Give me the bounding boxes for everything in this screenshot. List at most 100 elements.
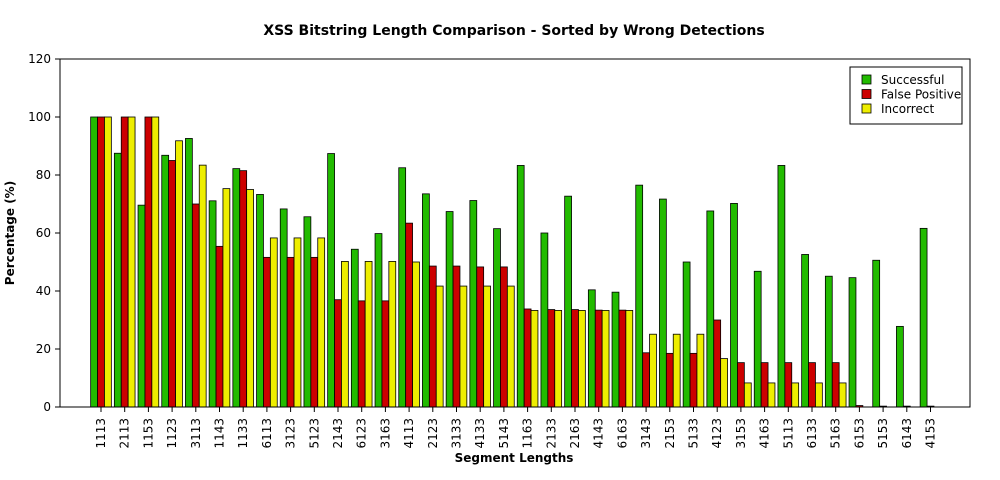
x-tick-label: 2163 <box>568 418 582 449</box>
bar-successful-4153 <box>919 227 928 408</box>
x-tick-label: 4133 <box>473 418 487 449</box>
bar-successful-1153 <box>137 204 146 408</box>
bar-incorrect-1153 <box>151 116 160 408</box>
legend-swatch-incorrect <box>861 103 872 114</box>
x-tick-label: 6143 <box>900 418 914 449</box>
x-tick-label: 6123 <box>355 418 369 449</box>
bar-successful-6143 <box>896 325 904 408</box>
x-tick-label: 4123 <box>710 418 724 449</box>
bar-successful-6133 <box>801 254 809 408</box>
bar-incorrect-5163 <box>838 382 847 408</box>
bar-false-positive-5143 <box>500 266 508 408</box>
bar-incorrect-1133 <box>246 189 254 408</box>
bar-false-positive-1163 <box>523 308 532 408</box>
x-axis-label: Segment Lengths <box>455 451 574 465</box>
bar-successful-2113 <box>113 152 122 408</box>
bar-incorrect-2163 <box>578 310 586 408</box>
x-tick-label: 3123 <box>284 418 298 449</box>
bar-false-positive-1133 <box>239 170 248 408</box>
bar-incorrect-2123 <box>435 285 444 408</box>
x-tick-label: 3163 <box>378 418 392 449</box>
bar-false-positive-6113 <box>263 256 271 408</box>
bar-false-positive-2153 <box>665 352 674 408</box>
y-tick-label: 80 <box>36 168 51 182</box>
y-tick-label: 60 <box>36 226 51 240</box>
x-tick-label: 2153 <box>663 418 677 449</box>
bar-successful-2123 <box>422 193 430 408</box>
bar-false-positive-3143 <box>642 352 650 408</box>
bar-incorrect-4113 <box>412 261 420 408</box>
bar-incorrect-5123 <box>317 237 326 408</box>
bar-successful-6153 <box>848 277 857 408</box>
x-tick-label: 5153 <box>876 418 890 449</box>
bar-incorrect-3133 <box>459 285 468 408</box>
bar-false-positive-4133 <box>476 266 485 408</box>
x-tick-label: 2143 <box>331 418 345 449</box>
x-tick-label: 3133 <box>450 418 464 449</box>
bar-incorrect-6113 <box>269 237 278 408</box>
x-tick-label: 5163 <box>829 418 843 449</box>
x-tick-label: 1113 <box>94 418 108 449</box>
x-tick-label: 3113 <box>189 418 203 449</box>
bar-false-positive-4163 <box>760 362 769 408</box>
bar-false-positive-4123 <box>713 319 722 408</box>
bar-false-positive-2113 <box>120 116 129 408</box>
bar-false-positive-5113 <box>784 362 793 408</box>
x-tick-label: 2123 <box>426 418 440 449</box>
x-tick-label: 6153 <box>852 418 866 449</box>
x-tick-label: 3153 <box>734 418 748 449</box>
x-tick-label: 4143 <box>592 418 606 449</box>
bar-incorrect-6163 <box>625 310 634 408</box>
legend-label: Successful <box>881 73 944 87</box>
bar-incorrect-4123 <box>720 358 728 408</box>
bar-false-positive-3133 <box>452 265 461 408</box>
bar-false-positive-1153 <box>144 116 153 408</box>
x-tick-label: 4113 <box>402 418 416 449</box>
bar-successful-1133 <box>232 168 241 408</box>
bar-incorrect-5113 <box>791 382 800 408</box>
y-tick-label: 100 <box>28 110 51 124</box>
x-tick-label: 5133 <box>687 418 701 449</box>
bar-successful-3143 <box>635 184 644 408</box>
bar-incorrect-2153 <box>672 333 681 408</box>
bars-group <box>90 116 935 408</box>
x-tick-label: 1143 <box>213 418 227 449</box>
bar-successful-5123 <box>303 216 312 408</box>
x-axis: 1113 2113 1153 1123 3113 1143 1133 6113 3123 5123… <box>94 407 938 449</box>
bar-successful-5163 <box>824 275 833 408</box>
y-tick-label: 120 <box>28 52 51 66</box>
bar-incorrect-3113 <box>198 164 207 408</box>
x-tick-label: 6163 <box>615 418 629 449</box>
bar-false-positive-4143 <box>594 309 603 408</box>
bar-successful-2163 <box>564 195 572 408</box>
plot-area: 0 20 40 60 80 100 120 1113 2113 1153 1123 3113 1143… <box>28 52 971 449</box>
bar-false-positive-5123 <box>310 256 319 408</box>
bar-successful-2133 <box>540 232 549 408</box>
bar-successful-4123 <box>706 210 715 408</box>
legend-label: Incorrect <box>881 102 934 116</box>
bar-incorrect-2143 <box>341 261 349 408</box>
y-axis-label: Percentage (%) <box>3 181 17 285</box>
bar-incorrect-1113 <box>104 116 112 408</box>
bar-false-positive-1143 <box>215 245 224 408</box>
bar-incorrect-4143 <box>601 310 610 408</box>
bar-successful-4143 <box>587 289 596 408</box>
bar-successful-6123 <box>350 248 359 408</box>
bar-incorrect-1143 <box>222 188 231 408</box>
bar-incorrect-3153 <box>743 382 752 408</box>
y-tick-label: 40 <box>36 284 51 298</box>
bar-false-positive-6123 <box>357 300 366 408</box>
bar-incorrect-2133 <box>554 310 563 408</box>
bar-incorrect-3123 <box>293 237 302 408</box>
x-tick-label: 4153 <box>924 418 938 449</box>
bar-incorrect-6133 <box>815 382 823 408</box>
x-tick-label: 2113 <box>118 418 132 449</box>
legend-swatch-successful <box>861 74 872 85</box>
bar-successful-6163 <box>611 291 620 408</box>
bar-successful-4163 <box>753 270 762 408</box>
y-axis: 0 20 40 60 80 100 120 <box>28 52 60 414</box>
y-tick-label: 20 <box>36 342 51 356</box>
x-tick-label: 5123 <box>307 418 321 449</box>
bar-false-positive-1123 <box>168 160 176 408</box>
bar-successful-6113 <box>256 194 264 408</box>
